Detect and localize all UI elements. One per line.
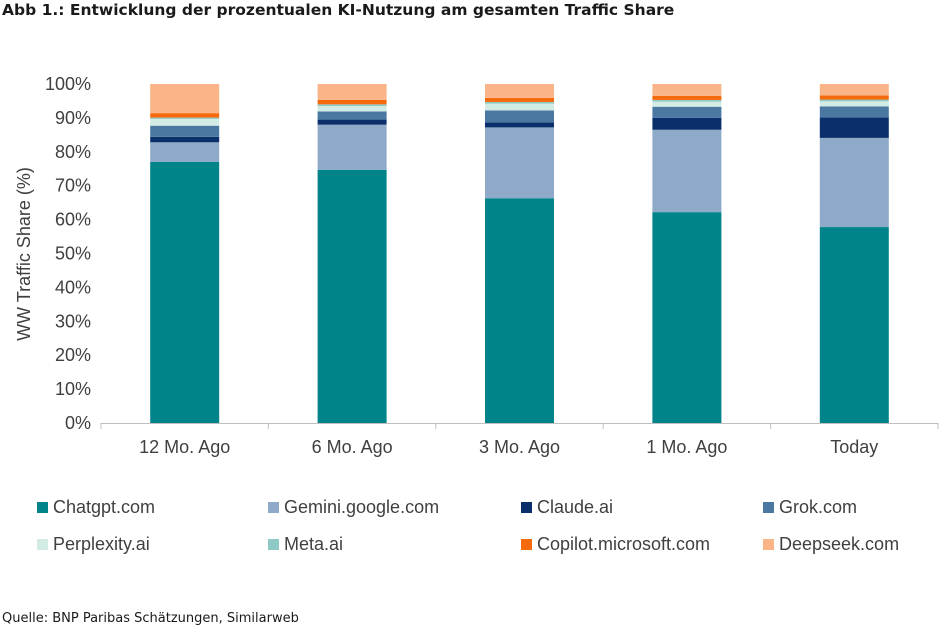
bar-segment (150, 142, 220, 162)
x-tick-label: 3 Mo. Ago (479, 437, 560, 457)
bar-segment (819, 84, 889, 96)
y-tick-label: 80% (55, 142, 91, 162)
y-tick-label: 20% (55, 345, 91, 365)
y-axis-ticks: 0% 10% 20% 30% 40% 50% 60% 70% 80% 90% 100% (45, 74, 91, 433)
bar-segment (652, 106, 722, 118)
bar-segment (485, 101, 554, 104)
bar-segment (485, 198, 554, 423)
bar-segment (485, 103, 554, 111)
bar-segment (150, 113, 220, 118)
bar-segment (652, 101, 722, 107)
bar-segment (485, 127, 554, 199)
bar-stack (819, 84, 889, 423)
bar-segment (317, 119, 387, 125)
y-tick-label: 100% (45, 74, 91, 94)
y-tick-label: 10% (55, 379, 91, 399)
bar-segment (652, 129, 722, 213)
y-tick-label: 90% (55, 108, 91, 128)
bar-segment (150, 136, 220, 143)
bar-segment (652, 95, 722, 100)
bar-segment (150, 117, 220, 119)
bar-stack (652, 84, 722, 423)
bar-segment (819, 106, 889, 118)
bar-segment (485, 110, 554, 123)
bar-segment (819, 137, 889, 228)
bar-segment (150, 84, 220, 114)
bar-segment (652, 212, 722, 423)
x-tick-label: 1 Mo. Ago (646, 437, 727, 457)
bar-segment (317, 169, 387, 423)
bar-segment (652, 117, 722, 130)
y-tick-label: 70% (55, 176, 91, 196)
bar-segment (317, 84, 387, 100)
bar-segment (150, 161, 220, 423)
bar-stack (485, 84, 554, 423)
bar-stack (150, 84, 220, 423)
bar-segment (819, 101, 889, 107)
bar-stack (317, 84, 387, 423)
bar-segment (652, 84, 722, 96)
source-note: Quelle: BNP Paribas Schätzungen, Similar… (2, 611, 299, 626)
x-tick-label: 6 Mo. Ago (312, 437, 393, 457)
y-tick-label: 0% (65, 413, 91, 433)
bar-segment (317, 106, 387, 112)
x-axis-ticks: 12 Mo. Ago 6 Mo. Ago 3 Mo. Ago 1 Mo. Ago Tod… (100, 423, 939, 457)
x-tick-label: 12 Mo. Ago (139, 437, 230, 457)
bar-segment (150, 118, 220, 126)
y-tick-label: 30% (55, 311, 91, 331)
bars (150, 84, 889, 423)
y-tick-label: 60% (55, 210, 91, 230)
x-tick-label: Today (830, 437, 878, 457)
bar-segment (317, 104, 387, 107)
y-axis-label: WW Traffic Share (%) (14, 167, 34, 341)
bar-segment (819, 227, 889, 423)
bar-segment (317, 124, 387, 170)
chart-title: Abb 1.: Entwicklung der prozentualen KI-… (2, 1, 675, 19)
bar-segment (317, 111, 387, 120)
bar-segment (317, 99, 387, 105)
bar-segment (150, 125, 220, 137)
bar-segment (819, 95, 889, 100)
bar-segment (485, 97, 554, 102)
bar-segment (485, 84, 554, 98)
y-tick-label: 40% (55, 277, 91, 297)
y-tick-label: 50% (55, 244, 91, 264)
bar-segment (485, 122, 554, 128)
bar-segment (652, 99, 722, 102)
bar-segment (819, 117, 889, 138)
bar-segment (819, 99, 889, 102)
